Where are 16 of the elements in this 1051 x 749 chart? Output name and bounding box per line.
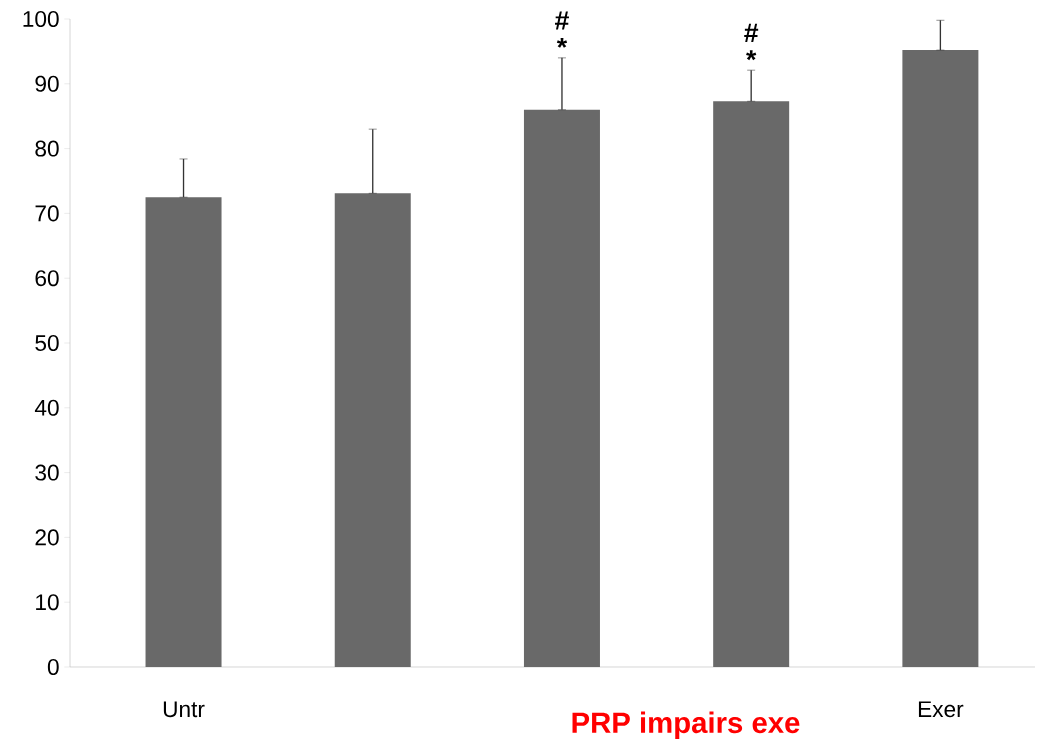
y-tick-label: 30 bbox=[35, 464, 59, 481]
y-tick-label: 70 bbox=[35, 205, 59, 222]
y-tick-label: 60 bbox=[35, 270, 59, 287]
y-tick-label: 20 bbox=[35, 529, 59, 546]
y-tick-label: 10 bbox=[36, 594, 59, 611]
y-tick-label: 90 bbox=[35, 75, 59, 92]
text: PRP impairs exe bbox=[572, 711, 800, 739]
y-tick-label: 80 bbox=[35, 140, 59, 157]
x-tick-label: Untr bbox=[163, 701, 205, 718]
y-tick-label: 0 bbox=[47, 658, 59, 676]
y-tick-label: 100 bbox=[23, 10, 59, 28]
y-tick-label: 50 bbox=[35, 334, 59, 352]
data-label: # * bbox=[555, 11, 569, 48]
data-label: # * bbox=[744, 23, 759, 61]
y-tick-label: 40 bbox=[34, 399, 59, 416]
x-tick-label: Exer bbox=[918, 701, 964, 718]
